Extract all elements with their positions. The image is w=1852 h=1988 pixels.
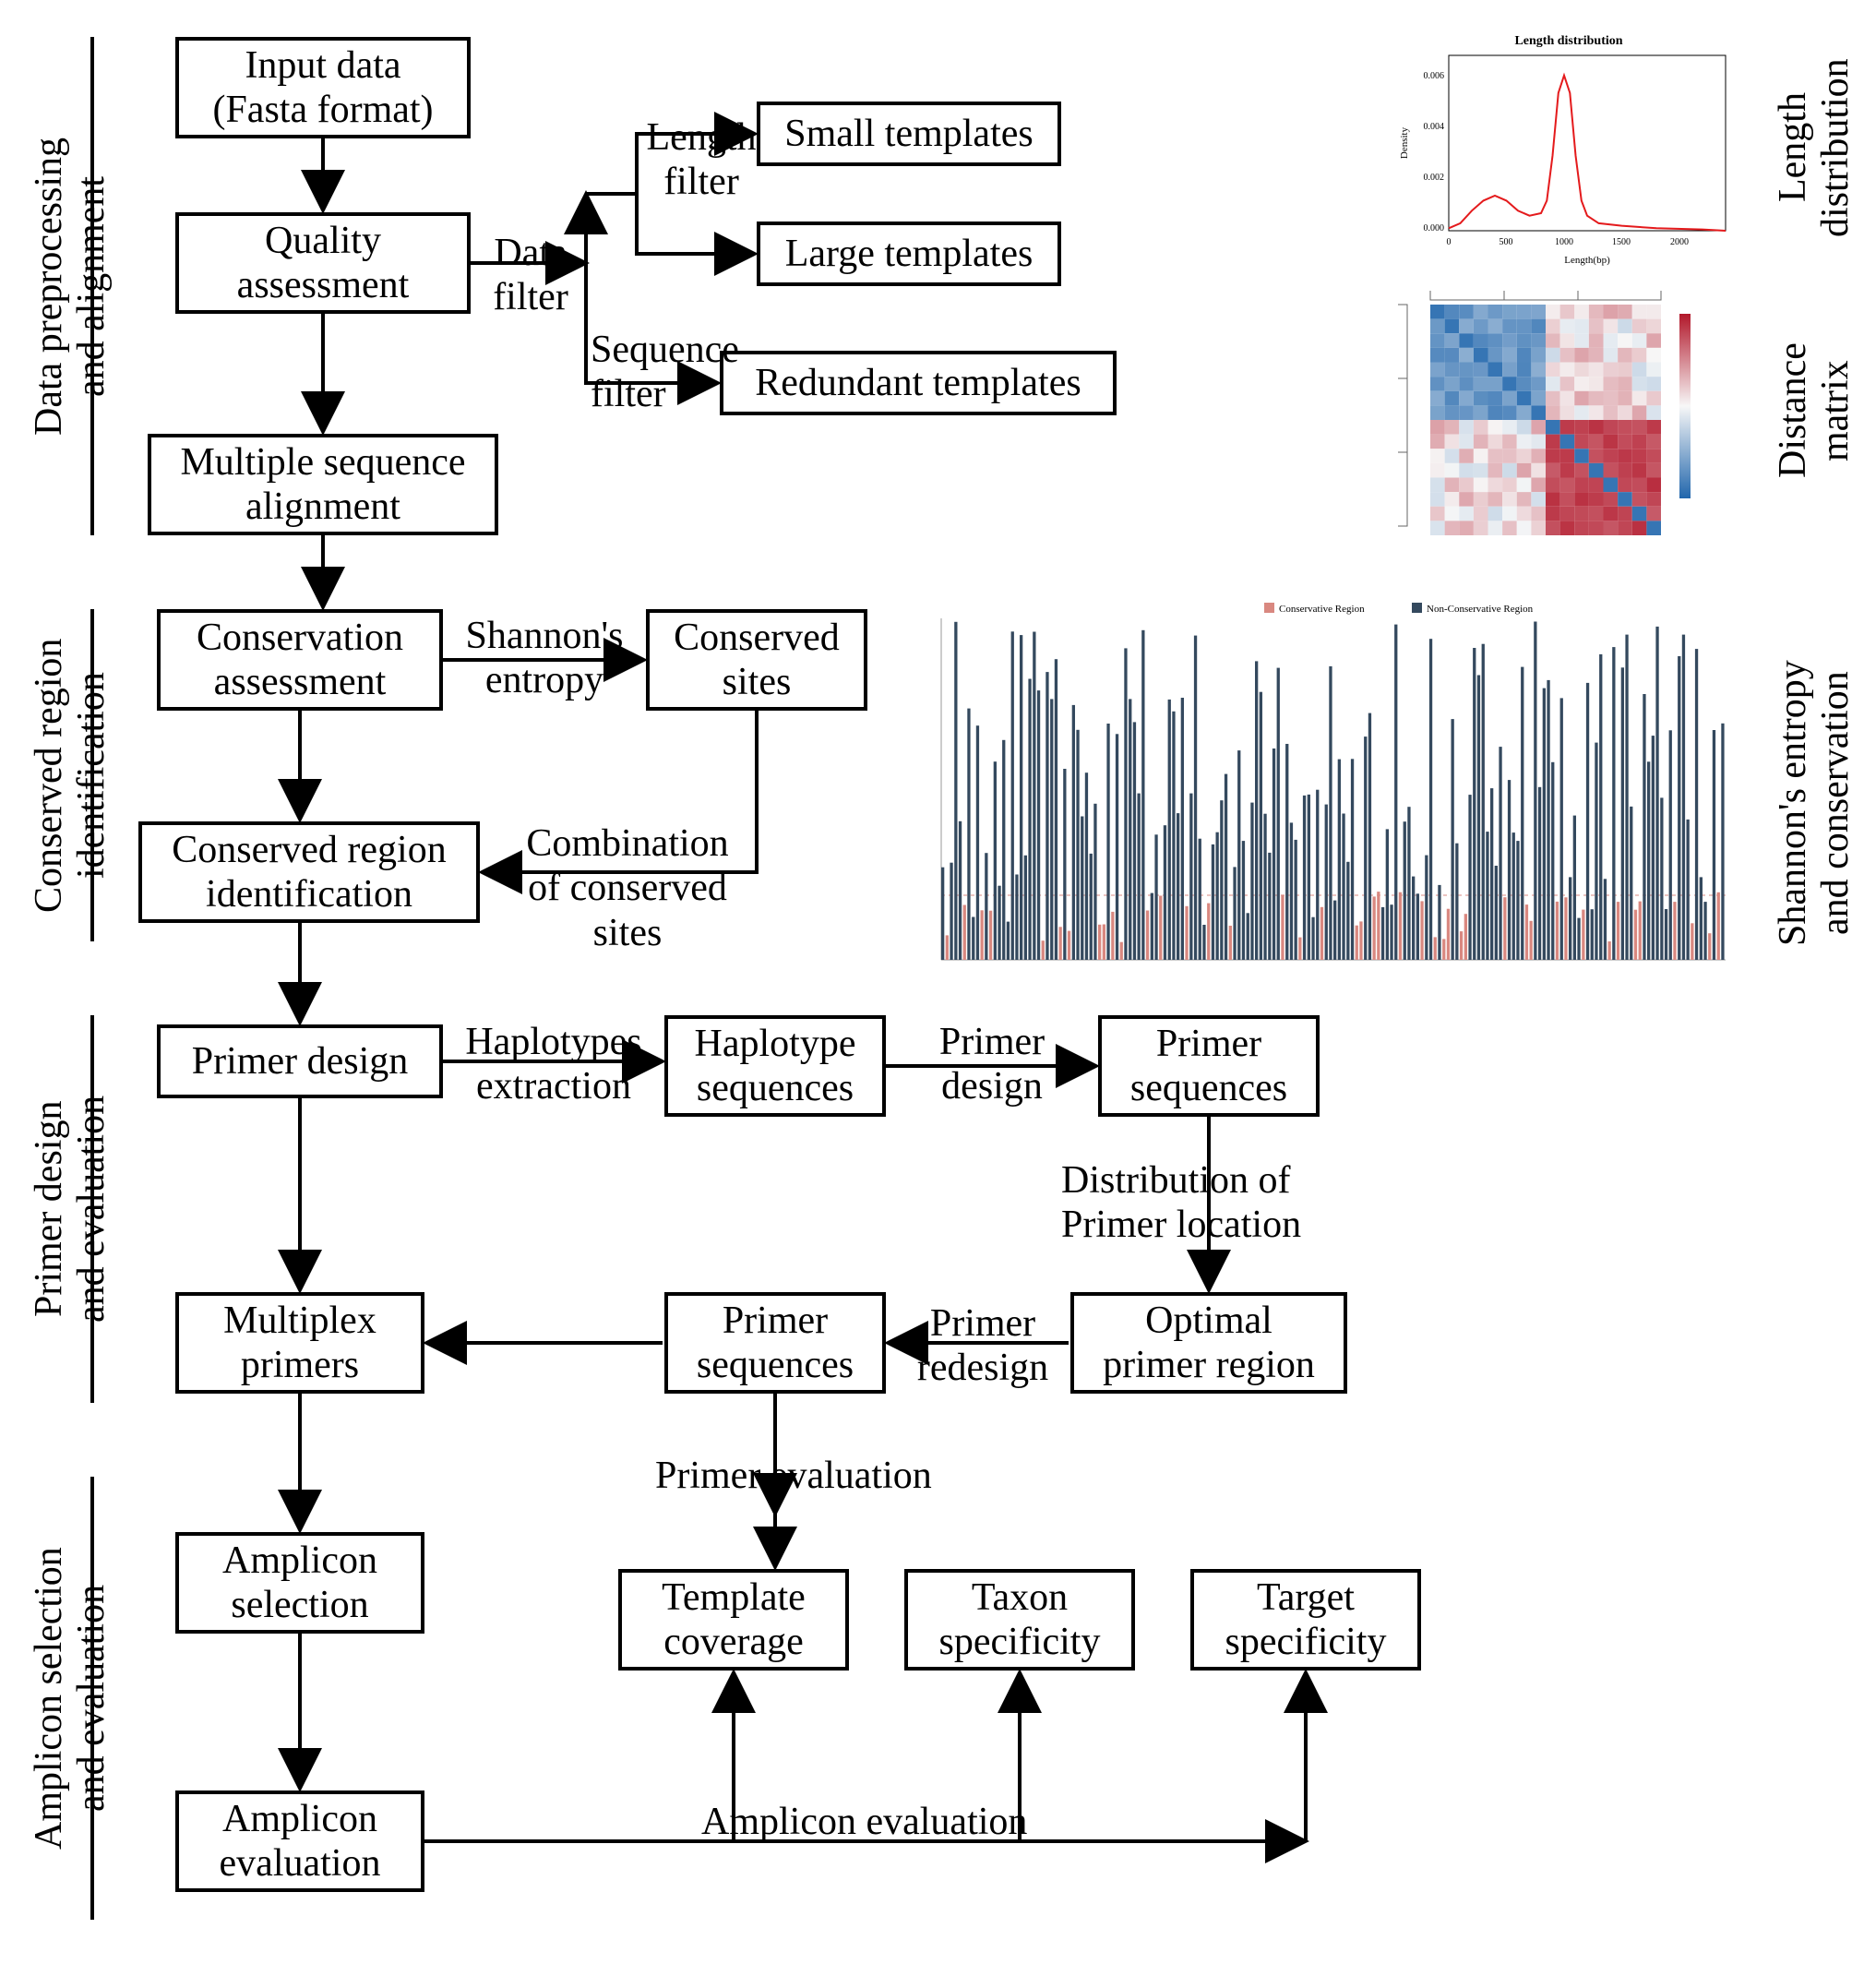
- node-primer-seq2: Primersequences: [664, 1292, 886, 1394]
- label-seq-filter: Sequencefilter: [591, 328, 757, 417]
- label-primer-design: Primerdesign: [904, 1020, 1080, 1109]
- svg-text:Density: Density: [1399, 126, 1410, 159]
- right-label-1: Lengthdistribution: [1772, 37, 1827, 258]
- node-cons-assess: Conservationassessment: [157, 609, 443, 711]
- node-multiplex: Multiplexprimers: [175, 1292, 424, 1394]
- node-small-tpl: Small templates: [757, 102, 1061, 166]
- label-comb-sites: Combinationof conservedsites: [498, 821, 757, 955]
- svg-text:2000: 2000: [1670, 237, 1689, 247]
- node-msa: Multiple sequencealignment: [148, 434, 498, 535]
- length-distribution-chart: Length distribution 0.000 0.002 0.004 0.…: [1393, 28, 1744, 268]
- svg-text:0: 0: [1447, 237, 1452, 247]
- svg-text:0.006: 0.006: [1424, 71, 1445, 81]
- node-tpl-cov: Templatecoverage: [618, 1569, 849, 1671]
- node-haplo-seq: Haplotypesequences: [664, 1015, 886, 1117]
- label-amp-eval: Amplicon evaluation: [701, 1800, 1080, 1844]
- node-amp-eval: Ampliconevaluation: [175, 1790, 424, 1892]
- right-label-3: Shannon's entropyand conservation: [1772, 609, 1827, 997]
- node-cons-sites: Conservedsites: [646, 609, 867, 711]
- right-label-2: Distancematrix: [1772, 286, 1827, 535]
- svg-text:1000: 1000: [1555, 237, 1573, 247]
- node-input-data: Input data(Fasta format): [175, 37, 471, 138]
- svg-text:1500: 1500: [1612, 237, 1631, 247]
- node-amp-sel: Ampliconselection: [175, 1532, 424, 1634]
- svg-text:Conservative Region: Conservative Region: [1279, 604, 1365, 615]
- svg-text:0.004: 0.004: [1424, 122, 1445, 132]
- label-shannon: Shannon'sentropy: [452, 614, 637, 703]
- node-primer-design: Primer design: [157, 1024, 443, 1098]
- node-large-tpl: Large templates: [757, 222, 1061, 286]
- node-opt-region: Optimalprimer region: [1070, 1292, 1347, 1394]
- label-dist-primer: Distribution ofPrimer location: [1061, 1158, 1366, 1248]
- node-quality: Qualityassessment: [175, 212, 471, 314]
- node-primer-seq1: Primersequences: [1098, 1015, 1320, 1117]
- node-cons-region: Conserved regionidentification: [138, 821, 480, 923]
- svg-text:Length(bp): Length(bp): [1564, 255, 1610, 266]
- distance-matrix-heatmap: [1393, 286, 1716, 545]
- node-redund-tpl: Redundant templates: [720, 351, 1117, 415]
- section-label-2: Conserved regionidentification: [28, 609, 83, 941]
- section-label-4: Amplicon selectionand evaluation: [28, 1477, 83, 1920]
- svg-text:500: 500: [1500, 237, 1513, 247]
- diagram-stage: Data preprocessingand alignment Conserve…: [18, 18, 1834, 1970]
- label-primer-redesign: Primerredesign: [900, 1301, 1066, 1391]
- node-taxon-spec: Taxonspecificity: [904, 1569, 1135, 1671]
- section-label-3: Primer designand evaluation: [28, 1015, 83, 1403]
- section-label-1: Data preprocessingand alignment: [28, 37, 83, 535]
- label-length-filter: Lengthfilter: [637, 115, 766, 205]
- svg-text:0.002: 0.002: [1424, 173, 1445, 183]
- label-data-filter: Datafilter: [475, 231, 586, 320]
- svg-text:Non-Conservative Region: Non-Conservative Region: [1427, 604, 1534, 615]
- node-target-spec: Targetspecificity: [1190, 1569, 1421, 1671]
- label-primer-eval: Primer evaluation: [655, 1454, 969, 1498]
- label-hap-extract: Haplotypesextraction: [448, 1020, 660, 1109]
- length-chart-title: Length distribution: [1514, 34, 1622, 48]
- entropy-chart: Conservative Region Non-Conservative Reg…: [914, 600, 1744, 988]
- svg-text:0.000: 0.000: [1424, 223, 1445, 234]
